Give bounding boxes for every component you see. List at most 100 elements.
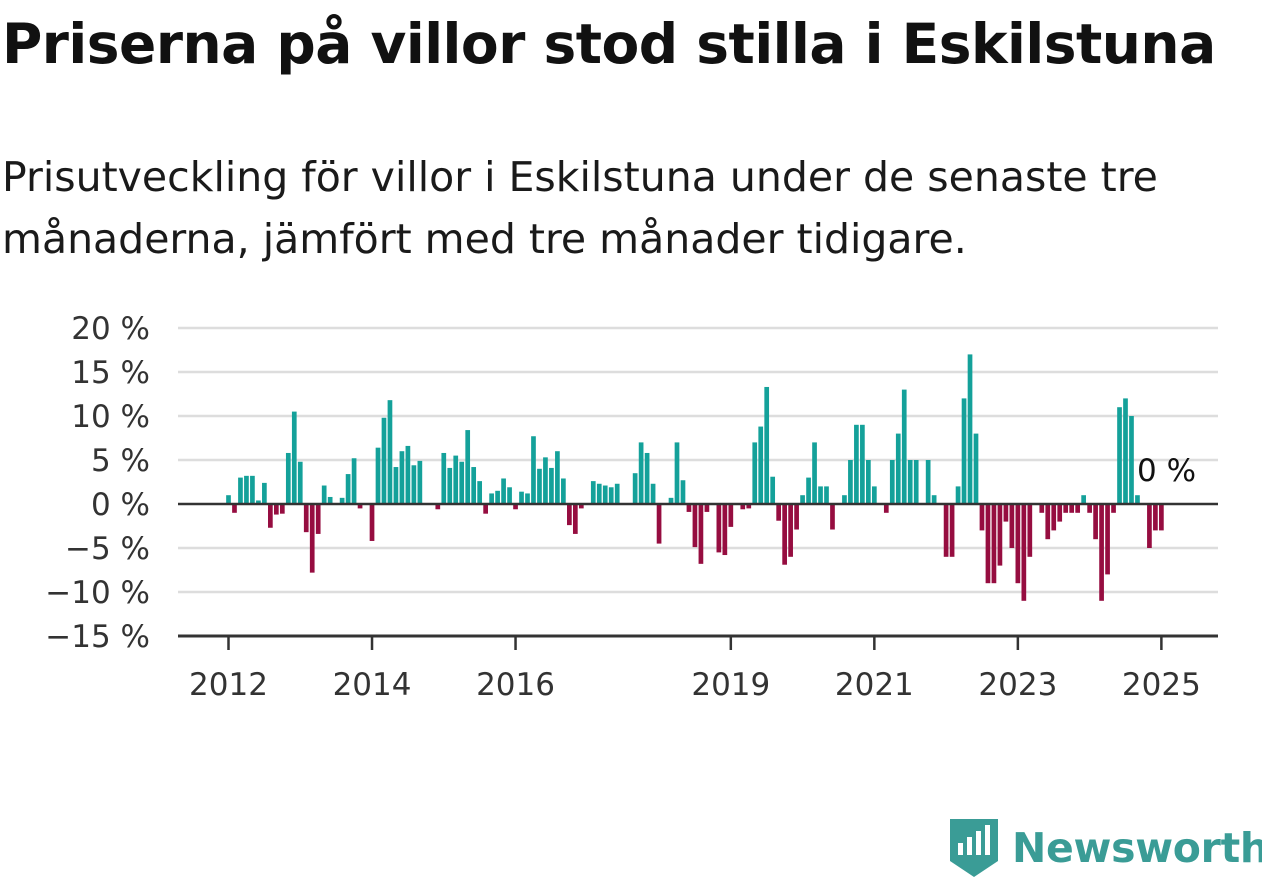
bar xyxy=(572,504,578,534)
bar xyxy=(513,504,518,510)
bar xyxy=(1057,504,1063,522)
bar xyxy=(740,504,746,510)
bar xyxy=(913,460,919,504)
bar xyxy=(315,504,321,534)
bar xyxy=(226,495,231,504)
bar xyxy=(764,386,770,504)
bar xyxy=(752,442,758,504)
y-tick-label: 5 % xyxy=(91,443,150,479)
bar xyxy=(961,398,967,504)
bar xyxy=(1027,504,1033,557)
x-tick-label: 2012 xyxy=(189,667,268,703)
bar xyxy=(830,504,835,530)
bar xyxy=(549,467,554,504)
bar xyxy=(788,504,793,557)
bar xyxy=(567,504,572,526)
bar xyxy=(692,504,698,548)
bar xyxy=(848,460,853,504)
y-axis-tick-labels: 20 % 15 % 10 % 5 % 0 % −5 % −10 % −15 % xyxy=(45,311,150,655)
bar xyxy=(501,478,506,504)
bar xyxy=(955,486,961,504)
bar xyxy=(967,354,973,504)
bar xyxy=(351,458,357,504)
bar xyxy=(250,475,255,504)
y-tick-label: 10 % xyxy=(71,399,150,435)
bar xyxy=(668,497,674,504)
bar xyxy=(244,475,249,504)
bar xyxy=(345,474,351,504)
bar xyxy=(339,497,345,504)
bar xyxy=(812,442,817,504)
bar xyxy=(483,504,488,514)
bar xyxy=(704,504,710,512)
bar xyxy=(1099,504,1104,601)
bar xyxy=(686,504,692,512)
bar xyxy=(907,460,913,504)
bar xyxy=(1063,504,1069,513)
bar xyxy=(931,495,937,504)
bar xyxy=(285,452,291,504)
bar xyxy=(327,496,333,504)
bar xyxy=(842,495,847,504)
bar xyxy=(417,460,423,504)
bar xyxy=(782,504,787,565)
bar xyxy=(399,451,405,504)
bar xyxy=(991,504,997,584)
bar xyxy=(321,485,327,504)
bar xyxy=(973,433,979,504)
bar xyxy=(716,504,722,553)
bar xyxy=(256,500,261,504)
bar xyxy=(794,504,799,530)
bar xyxy=(602,485,608,504)
bar xyxy=(1135,495,1140,504)
bar xyxy=(1069,504,1075,513)
bar xyxy=(698,504,704,564)
bar xyxy=(883,504,889,513)
bar xyxy=(1015,504,1021,584)
bar xyxy=(800,495,805,504)
bar xyxy=(746,504,752,509)
bar xyxy=(871,486,877,504)
bar xyxy=(1147,504,1152,548)
bar xyxy=(650,483,656,504)
bar xyxy=(279,504,285,514)
bar xyxy=(674,442,680,504)
bar xyxy=(644,452,650,504)
bar xyxy=(537,468,542,504)
bar xyxy=(895,433,901,504)
bar xyxy=(441,452,447,504)
bar xyxy=(507,487,512,504)
last-value-label: 0 % xyxy=(1137,453,1196,489)
bar xyxy=(1021,504,1027,601)
x-tick-label: 2021 xyxy=(835,667,914,703)
bar xyxy=(1051,504,1057,531)
bar xyxy=(901,389,907,504)
bar xyxy=(824,486,829,504)
y-tick-label: 20 % xyxy=(71,311,150,347)
bar xyxy=(1117,407,1122,504)
bar xyxy=(525,493,530,504)
y-tick-label: −15 % xyxy=(45,619,150,655)
bar xyxy=(238,477,243,504)
brand-name: Newsworthy xyxy=(1012,824,1262,872)
y-tick-label: 0 % xyxy=(91,487,150,523)
bar xyxy=(656,504,662,544)
bar xyxy=(435,504,441,510)
bar xyxy=(1039,504,1045,513)
bar xyxy=(369,504,375,541)
bar xyxy=(578,504,584,509)
bar xyxy=(889,460,895,504)
bar xyxy=(1003,504,1009,522)
y-tick-label: −10 % xyxy=(45,575,150,611)
bar xyxy=(291,411,297,504)
bar xyxy=(489,493,494,504)
bar xyxy=(495,490,500,504)
bar xyxy=(531,436,536,504)
bars xyxy=(226,354,1164,601)
bar xyxy=(722,504,728,556)
bar xyxy=(1105,504,1110,575)
bar xyxy=(405,445,411,504)
chart-title: Priserna på villor stod stilla i Eskilst… xyxy=(2,12,1216,76)
bar xyxy=(608,487,614,504)
bar xyxy=(590,481,596,504)
